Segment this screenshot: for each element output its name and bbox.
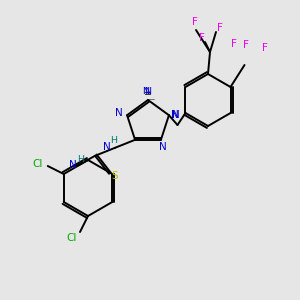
Text: N: N — [115, 108, 123, 118]
Text: —: — — [148, 96, 154, 102]
Text: =: = — [144, 89, 152, 98]
Text: H: H — [78, 155, 85, 164]
Text: S: S — [112, 171, 119, 181]
Text: F: F — [262, 43, 268, 53]
Text: F: F — [192, 17, 198, 27]
Text: N: N — [171, 110, 179, 120]
Text: H: H — [111, 136, 118, 145]
Text: N: N — [142, 88, 149, 97]
Text: F: F — [199, 33, 205, 43]
Text: N: N — [103, 142, 111, 152]
Text: F: F — [243, 40, 248, 50]
Text: Cl: Cl — [67, 233, 77, 243]
Text: N: N — [145, 88, 152, 97]
Text: N: N — [69, 160, 77, 170]
Text: N: N — [159, 142, 167, 152]
Text: F: F — [217, 23, 223, 33]
Text: Cl: Cl — [33, 159, 43, 169]
Text: F: F — [231, 39, 236, 49]
Text: N: N — [172, 110, 180, 120]
